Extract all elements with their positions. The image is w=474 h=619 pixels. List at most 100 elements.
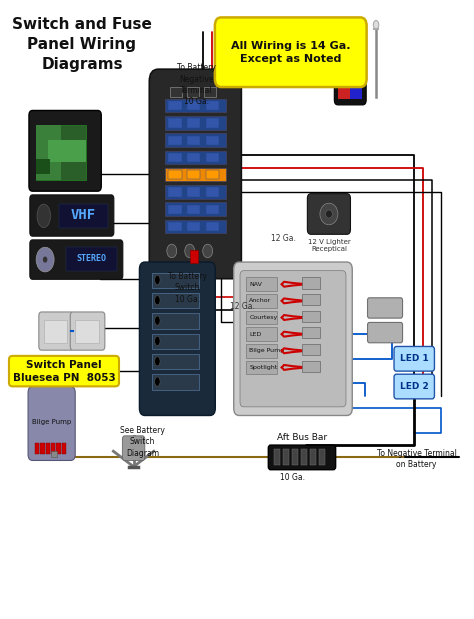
Text: Bilge Pump: Bilge Pump: [249, 348, 285, 353]
Bar: [319, 449, 325, 465]
Bar: [46, 443, 50, 454]
Bar: [168, 188, 182, 197]
Ellipse shape: [185, 244, 195, 258]
Bar: [170, 87, 182, 97]
Ellipse shape: [167, 244, 177, 258]
Text: 12 Ga.: 12 Ga.: [271, 234, 295, 243]
Ellipse shape: [203, 244, 213, 258]
Ellipse shape: [155, 336, 160, 345]
Bar: [302, 361, 320, 372]
Bar: [59, 204, 108, 228]
Bar: [66, 247, 117, 271]
Bar: [152, 272, 199, 288]
Text: Switch and Fuse
Panel Wiring
Diagrams: Switch and Fuse Panel Wiring Diagrams: [12, 17, 152, 72]
Bar: [168, 136, 182, 145]
Text: To Battery
Switch
10 Ga.: To Battery Switch 10 Ga.: [168, 272, 207, 303]
Bar: [206, 153, 219, 162]
Bar: [168, 102, 182, 110]
Text: LED 1: LED 1: [400, 354, 428, 363]
Bar: [168, 153, 182, 162]
Text: Anchor: Anchor: [249, 298, 272, 303]
Bar: [165, 220, 226, 233]
Bar: [152, 293, 199, 308]
Bar: [302, 294, 320, 305]
Bar: [51, 451, 57, 457]
Bar: [165, 150, 226, 164]
Bar: [36, 124, 61, 180]
FancyBboxPatch shape: [367, 298, 402, 318]
FancyBboxPatch shape: [307, 194, 350, 235]
Bar: [302, 327, 320, 339]
FancyBboxPatch shape: [139, 262, 215, 415]
Bar: [246, 361, 277, 374]
Bar: [165, 185, 226, 199]
Text: See Battery
Switch
Diagram: See Battery Switch Diagram: [120, 426, 165, 457]
Text: NAV: NAV: [249, 282, 262, 287]
Text: Bilge Pump: Bilge Pump: [32, 418, 71, 425]
Bar: [246, 277, 277, 291]
FancyBboxPatch shape: [334, 49, 366, 105]
Bar: [302, 344, 320, 355]
Bar: [283, 449, 290, 465]
Bar: [206, 102, 219, 110]
Ellipse shape: [155, 316, 160, 325]
Bar: [152, 354, 199, 370]
FancyBboxPatch shape: [30, 195, 114, 236]
Bar: [36, 124, 86, 180]
Text: 10 Ga.: 10 Ga.: [281, 473, 306, 482]
Ellipse shape: [155, 357, 160, 366]
Ellipse shape: [155, 275, 160, 285]
Bar: [302, 311, 320, 322]
Bar: [190, 249, 198, 263]
Text: VHF: VHF: [71, 208, 96, 222]
FancyBboxPatch shape: [149, 69, 241, 279]
Text: 12 V Lighter
Receptical: 12 V Lighter Receptical: [308, 239, 350, 252]
FancyBboxPatch shape: [70, 312, 105, 350]
Bar: [301, 449, 307, 465]
Text: To Negative Terminal
on Battery: To Negative Terminal on Battery: [376, 449, 456, 469]
Bar: [274, 449, 281, 465]
Text: LED 2: LED 2: [400, 382, 428, 391]
Bar: [206, 118, 219, 128]
Ellipse shape: [374, 20, 379, 29]
Bar: [51, 443, 55, 454]
Bar: [206, 188, 219, 197]
Bar: [187, 118, 201, 128]
Bar: [152, 374, 199, 389]
Bar: [206, 170, 219, 180]
Bar: [165, 168, 226, 181]
Bar: [310, 449, 316, 465]
Bar: [187, 102, 201, 110]
Text: 12 Ga.: 12 Ga.: [230, 302, 255, 311]
Bar: [40, 443, 45, 454]
Bar: [302, 277, 320, 288]
Bar: [165, 202, 226, 216]
Bar: [246, 327, 277, 341]
Bar: [165, 99, 226, 112]
Bar: [246, 294, 277, 308]
Ellipse shape: [43, 256, 47, 262]
Bar: [44, 320, 67, 344]
Bar: [338, 54, 350, 100]
Bar: [168, 205, 182, 214]
Bar: [187, 136, 201, 145]
FancyBboxPatch shape: [122, 436, 145, 461]
Bar: [204, 87, 216, 97]
FancyBboxPatch shape: [268, 445, 336, 470]
Bar: [48, 140, 86, 162]
Bar: [206, 136, 219, 145]
FancyBboxPatch shape: [394, 347, 435, 371]
Bar: [168, 170, 182, 180]
FancyBboxPatch shape: [39, 312, 73, 350]
Bar: [187, 170, 201, 180]
FancyBboxPatch shape: [240, 271, 346, 407]
Ellipse shape: [155, 296, 160, 305]
Bar: [152, 313, 199, 329]
Bar: [75, 320, 99, 344]
Text: STEREO: STEREO: [76, 254, 106, 264]
Bar: [187, 153, 201, 162]
Text: Spotlight: Spotlight: [249, 365, 278, 370]
FancyBboxPatch shape: [28, 386, 75, 461]
FancyBboxPatch shape: [394, 374, 435, 399]
Bar: [187, 222, 201, 232]
